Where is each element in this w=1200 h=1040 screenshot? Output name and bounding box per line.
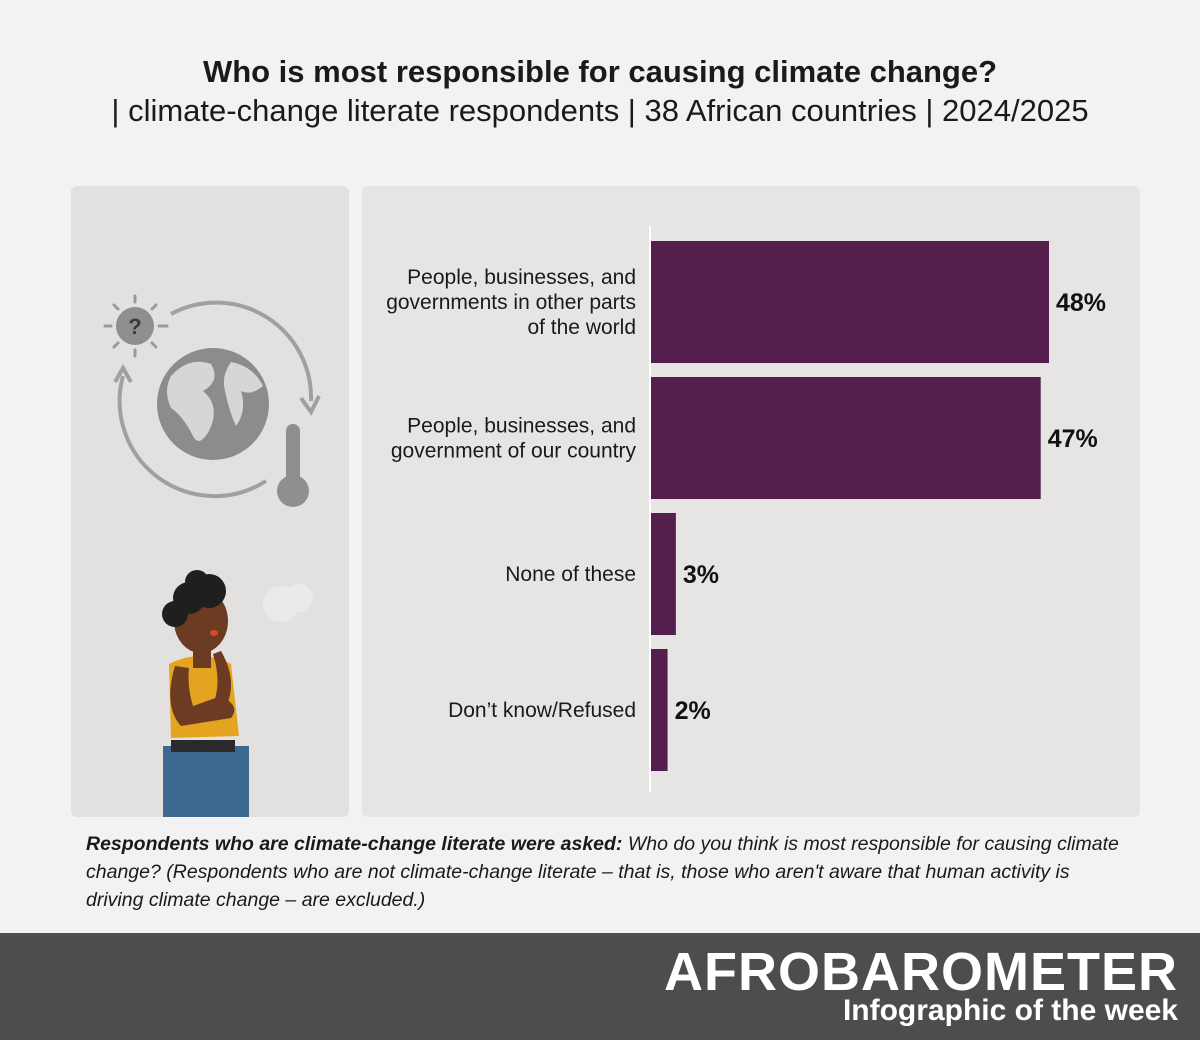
value-label-3: 3%	[683, 561, 719, 589]
brand-tagline: Infographic of the week	[842, 994, 1178, 1027]
chart-panel: 48% People, businesses, and governments in…	[362, 186, 1140, 817]
value-label-4: 2%	[675, 697, 711, 725]
category-label-2: People, businesses, and government of our…	[391, 415, 637, 463]
chart-title: Who is most responsible for causing clim…	[202, 54, 998, 89]
bar-1	[651, 241, 1049, 363]
thermometer-icon	[277, 424, 309, 507]
globe-icon	[157, 348, 269, 460]
bar-4	[651, 649, 668, 771]
thinking-woman-illustration	[162, 570, 249, 817]
chart-subtitle: | climate-change literate respondents | …	[111, 93, 1089, 128]
category-label-1: People, businesses, and governments in ot…	[386, 266, 636, 339]
illustration-panel: ?	[71, 186, 349, 817]
brand-logo: AFROBAROMETER	[664, 942, 1178, 1002]
illustration: ?	[103, 294, 321, 817]
cycle-arrows-icon	[113, 300, 321, 499]
sun-question-icon: ?	[103, 294, 169, 358]
category-label-3: None of these	[505, 563, 636, 586]
svg-text:?: ?	[128, 314, 141, 339]
bar-2	[651, 377, 1041, 499]
note-text: Who do you think is most responsible for…	[86, 833, 1119, 911]
footer-bar: AFROBAROMETER Infographic of the week	[0, 933, 1200, 1040]
value-label-2: 47%	[1048, 425, 1098, 453]
value-label-1: 48%	[1056, 289, 1106, 317]
bar-3	[651, 513, 676, 635]
category-label-4: Don’t know/Refused	[448, 699, 636, 722]
cloud-icon	[263, 584, 313, 622]
note-lead: Respondents who are climate-change liter…	[86, 833, 623, 855]
title-block: Who is most responsible for causing clim…	[0, 52, 1200, 130]
question-note: Respondents who are climate-change liter…	[86, 830, 1126, 914]
bar-chart: 48% People, businesses, and governments in…	[386, 226, 1106, 792]
